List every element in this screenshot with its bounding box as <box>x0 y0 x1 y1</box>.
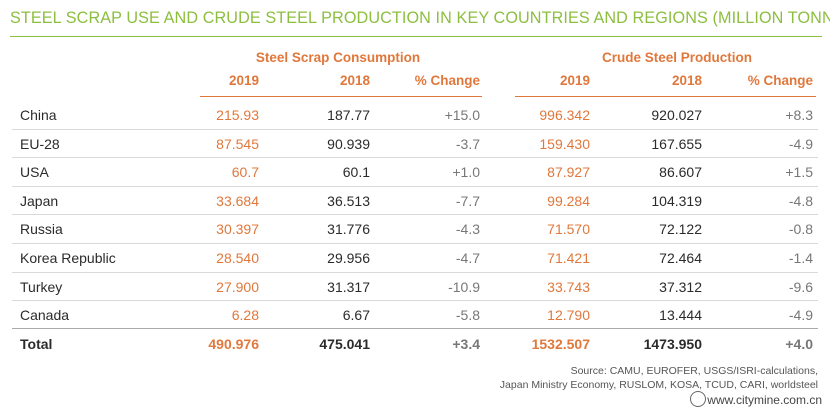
value-cell: -4.9 <box>788 307 813 324</box>
value-cell: 87.927 <box>547 164 590 181</box>
row-divider <box>12 300 818 302</box>
country-cell: Russia <box>20 221 63 238</box>
header-rule-crude <box>515 96 816 97</box>
value-cell: 99.284 <box>547 192 590 209</box>
value-cell: 27.900 <box>216 278 259 295</box>
row-divider <box>12 214 818 216</box>
value-cell: 86.607 <box>659 164 702 181</box>
value-cell: 33.684 <box>216 192 259 209</box>
value-cell: 6.28 <box>231 307 259 324</box>
value-cell: 72.464 <box>659 250 702 266</box>
table-row: China 215.93 187.77 +15.0 996.342 920.027 +8.3 <box>12 101 818 128</box>
country-cell: Korea Republic <box>20 250 116 266</box>
table-row: Korea Republic 28.540 29.956 -4.7 71.421 72.4… <box>12 244 818 271</box>
value-cell: 87.545 <box>216 135 259 152</box>
value-cell: -4.7 <box>455 250 480 266</box>
total-value-cell: +3.4 <box>452 335 480 352</box>
value-cell: 13.444 <box>659 307 702 324</box>
total-divider <box>12 327 818 329</box>
country-cell: Japan <box>20 192 59 209</box>
value-cell: 31.776 <box>327 221 370 238</box>
total-value-cell: 1473.950 <box>643 335 702 352</box>
value-cell: 12.790 <box>547 307 590 324</box>
table-row: Japan 33.684 36.513 -7.7 99.284 104.319 -4.8 <box>12 187 818 214</box>
value-cell: +8.3 <box>785 107 813 123</box>
value-cell: 37.312 <box>659 278 702 295</box>
group-header-crude: Crude Steel Production <box>601 50 753 65</box>
table-row: Canada 6.28 6.67 -5.8 12.790 13.444 -4.9 <box>12 301 818 328</box>
value-cell: -4.8 <box>788 192 813 209</box>
value-cell: 996.342 <box>539 107 590 123</box>
value-cell: 920.027 <box>651 107 702 123</box>
watermark-logo-icon <box>690 391 706 407</box>
value-cell: 60.1 <box>342 164 370 181</box>
table-row: USA 60.7 60.1 +1.0 87.927 86.607 +1.5 <box>12 158 818 185</box>
value-cell: -0.8 <box>788 221 813 238</box>
value-cell: 71.570 <box>547 221 590 238</box>
value-cell: +15.0 <box>444 107 480 123</box>
group-header-scrap: Steel Scrap Consumption <box>255 50 421 65</box>
total-value-cell: 1532.507 <box>531 335 590 352</box>
value-cell: 29.956 <box>327 250 370 266</box>
column-header-scrap-change: % Change <box>414 73 480 88</box>
value-cell: 215.93 <box>216 107 259 123</box>
value-cell: 71.421 <box>547 250 590 266</box>
value-cell: 31.317 <box>327 278 370 295</box>
country-cell: EU-28 <box>20 135 60 152</box>
value-cell: 36.513 <box>327 192 370 209</box>
row-divider <box>12 271 818 273</box>
total-row: Total 490.976 475.041 +3.4 1532.507 1473.950 +… <box>12 330 818 357</box>
value-cell: +1.0 <box>452 164 480 181</box>
table-row: Russia 30.397 31.776 -4.3 71.570 72.122 -0.8 <box>12 215 818 242</box>
row-divider <box>12 157 818 159</box>
row-divider <box>12 243 818 244</box>
value-cell: -10.9 <box>448 278 480 295</box>
total-value-cell: 490.976 <box>208 335 259 352</box>
source-line-2: Japan Ministry Economy, RUSLOM, KOSA, TC… <box>499 379 818 391</box>
value-cell: -7.7 <box>455 192 480 209</box>
column-header-crude-2018: 2018 <box>671 73 702 88</box>
row-divider <box>12 185 818 187</box>
title-divider <box>10 36 822 37</box>
column-header-crude-change: % Change <box>747 73 813 88</box>
value-cell: -9.6 <box>788 278 813 295</box>
country-cell: Turkey <box>20 278 63 295</box>
value-cell: 104.319 <box>651 192 702 209</box>
table-row: Turkey 27.900 31.317 -10.9 33.743 37.312 -9.6 <box>12 273 818 300</box>
column-header-crude-2019: 2019 <box>559 73 590 88</box>
watermark-text: www.citymine.com.cn <box>707 393 822 407</box>
country-cell: Canada <box>20 307 70 324</box>
column-header-scrap-2018: 2018 <box>339 73 370 88</box>
value-cell: 167.655 <box>651 135 702 152</box>
value-cell: 6.67 <box>342 307 370 324</box>
value-cell: -1.4 <box>788 250 813 266</box>
value-cell: 33.743 <box>547 278 590 295</box>
value-cell: 28.540 <box>216 250 259 266</box>
value-cell: 187.77 <box>327 107 370 123</box>
total-value-cell: 475.041 <box>319 335 370 352</box>
value-cell: +1.5 <box>785 164 813 181</box>
country-cell: USA <box>20 164 49 181</box>
value-cell: 60.7 <box>231 164 259 181</box>
value-cell: -3.7 <box>455 135 480 152</box>
value-cell: -5.8 <box>455 307 480 324</box>
value-cell: 72.122 <box>659 221 702 238</box>
total-label: Total <box>20 335 53 352</box>
source-line-1: Source: CAMU, EUROFER, USGS/ISRI-calcula… <box>570 365 818 377</box>
value-cell: -4.9 <box>788 135 813 152</box>
country-cell: China <box>20 107 57 123</box>
row-divider <box>12 128 818 130</box>
source-note: Source: CAMU, EUROFER, USGS/ISRI-calcula… <box>500 364 818 392</box>
table-title: STEEL SCRAP USE AND CRUDE STEEL PRODUCTI… <box>10 9 830 27</box>
table-row: EU-28 87.545 90.939 -3.7 159.430 167.655 -4.9 <box>12 130 818 157</box>
column-header-scrap-2019: 2019 <box>228 73 259 88</box>
value-cell: 30.397 <box>216 221 259 238</box>
total-value-cell: +4.0 <box>785 335 813 352</box>
value-cell: -4.3 <box>455 221 480 238</box>
value-cell: 90.939 <box>327 135 370 152</box>
header-rule-scrap <box>200 96 482 97</box>
value-cell: 159.430 <box>539 135 590 152</box>
